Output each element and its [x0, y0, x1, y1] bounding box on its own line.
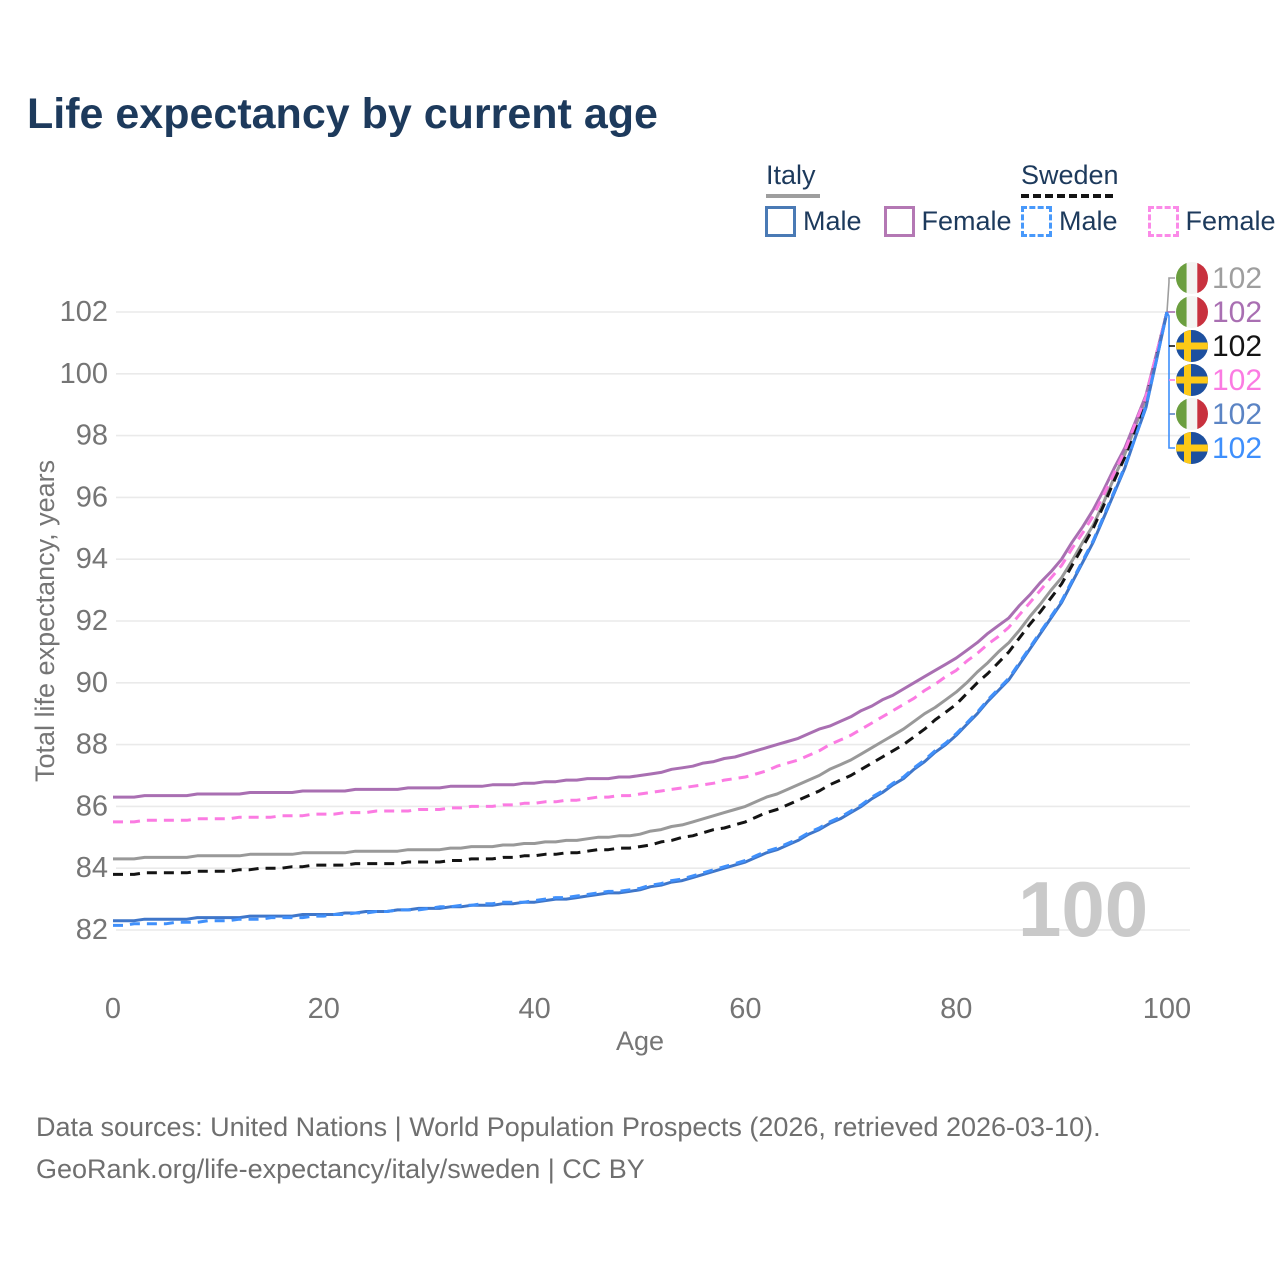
sweden-flag-icon: [1176, 364, 1208, 396]
legend-group-italy-label: Italy: [766, 160, 816, 190]
legend-items-italy: Male Female: [765, 206, 1012, 237]
x-tick-label: 80: [940, 993, 972, 1025]
italy-flag-icon: [1176, 398, 1208, 430]
legend-item-italy-male-label: Male: [803, 206, 862, 236]
x-tick-label: 0: [105, 993, 121, 1025]
gridlines: [116, 311, 1190, 931]
italy-flag-icon: [1176, 296, 1208, 328]
page-title: Life expectancy by current age: [27, 90, 658, 138]
sweden-flag-icon: [1176, 432, 1208, 464]
legend-sweden-line-sample: [1021, 194, 1113, 198]
age-counter-watermark: 100: [1018, 865, 1149, 953]
end-value-label: 102: [1212, 296, 1262, 329]
sweden-male-swatch: [1021, 206, 1052, 237]
sweden-female-swatch: [1147, 206, 1179, 237]
series-line-sweden-male: [113, 311, 1169, 927]
sweden-flag-icon: [1176, 330, 1208, 362]
footer: Data sources: United Nations | World Pop…: [36, 1106, 1101, 1190]
legend-italy-line-sample: [766, 194, 820, 198]
series-lines: [113, 311, 1169, 927]
y-tick-label: 92: [76, 605, 108, 637]
x-tick-label: 60: [729, 993, 761, 1025]
italy-male-swatch: [765, 206, 796, 237]
y-tick-label: 94: [76, 543, 108, 575]
y-axis-tick-labels: 82 84 86 88 90 92 94 96 98 100 102: [60, 296, 108, 946]
legend-item-sweden-female-label: Female: [1185, 206, 1276, 236]
legend-item-italy-female-label: Female: [921, 206, 1012, 236]
end-value-label: 102: [1212, 364, 1262, 397]
x-tick-label: 100: [1143, 993, 1191, 1025]
series-line-italy-both: [113, 311, 1169, 861]
footer-data-sources: Data sources: United Nations | World Pop…: [36, 1112, 1101, 1142]
y-tick-label: 102: [60, 296, 108, 328]
legend-item-italy-female[interactable]: Female: [883, 206, 1012, 237]
x-axis-title: Age: [616, 1026, 664, 1056]
legend-group-italy: Italy: [766, 160, 820, 198]
y-tick-label: 96: [76, 481, 108, 513]
series-line-sweden-both: [113, 311, 1169, 876]
y-tick-label: 100: [60, 358, 108, 390]
end-label-leader-lines: [1166, 277, 1175, 449]
y-tick-label: 84: [76, 852, 108, 884]
y-tick-label: 82: [76, 914, 108, 946]
y-tick-label: 86: [76, 790, 108, 822]
legend-item-italy-male[interactable]: Male: [765, 206, 862, 237]
end-value-label: 102: [1212, 262, 1262, 295]
y-axis-title: Total life expectancy, years: [30, 459, 60, 782]
italy-flag-icon: [1176, 262, 1208, 294]
series-line-sweden-female: [113, 311, 1169, 824]
x-tick-label: 40: [518, 993, 550, 1025]
y-tick-label: 88: [76, 729, 108, 761]
leader-line: [1166, 311, 1175, 449]
legend-group-sweden: Sweden: [1021, 160, 1119, 198]
x-axis-tick-labels: 0 20 40 60 80 100 Age: [105, 993, 1191, 1056]
footer-attribution: GeoRank.org/life-expectancy/italy/sweden…: [36, 1154, 645, 1184]
x-tick-label: 20: [308, 993, 340, 1025]
end-value-label: 102: [1212, 398, 1262, 431]
legend-items-sweden: Male Female: [1021, 206, 1276, 237]
legend-group-sweden-label: Sweden: [1021, 160, 1119, 190]
legend-item-sweden-female[interactable]: Female: [1147, 206, 1276, 237]
end-value-label: 102: [1212, 330, 1262, 363]
y-tick-label: 90: [76, 667, 108, 699]
series-line-italy-female: [113, 311, 1169, 799]
end-value-label: 102: [1212, 432, 1262, 465]
legend-item-sweden-male[interactable]: Male: [1021, 206, 1118, 237]
y-tick-label: 98: [76, 420, 108, 452]
leader-line: [1166, 277, 1175, 313]
italy-female-swatch: [883, 206, 915, 237]
legend-item-sweden-male-label: Male: [1059, 206, 1118, 236]
